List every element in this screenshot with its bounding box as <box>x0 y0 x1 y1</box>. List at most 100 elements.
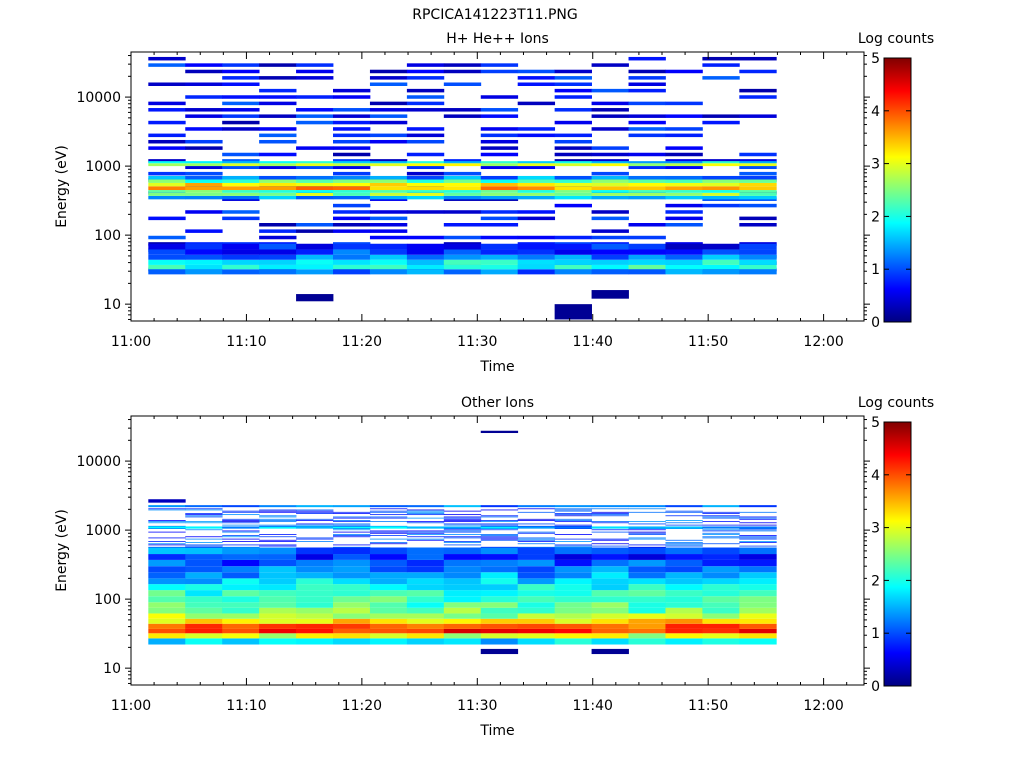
spectrogram-cell <box>185 210 223 214</box>
spectrogram-cell <box>296 179 334 183</box>
spectrogram-cell <box>591 182 629 187</box>
spectrogram-cell <box>702 596 740 603</box>
spectrogram-cell <box>222 243 260 250</box>
spectrogram-cell <box>259 572 297 579</box>
spectrogram-cell <box>222 192 260 196</box>
spectrogram-cell <box>739 522 777 524</box>
spectrogram-cell <box>480 161 519 164</box>
spectrogram-cell <box>259 590 297 597</box>
spectrogram-cell <box>665 165 703 170</box>
spectrogram-cell <box>148 508 186 510</box>
spectrogram-cell <box>591 590 629 597</box>
spectrogram-cell <box>333 259 371 265</box>
spectrogram-cell <box>185 146 223 150</box>
spectrogram-cell <box>517 541 556 542</box>
spectrogram-cell <box>739 537 777 539</box>
spectrogram-cell <box>517 554 556 560</box>
spectrogram-cell <box>406 531 445 533</box>
spectrogram-cell <box>702 628 740 634</box>
spectrogram-cell <box>443 163 482 167</box>
spectrogram-cell <box>628 195 666 200</box>
spectrogram-cell <box>665 254 703 260</box>
spectrogram-cell <box>259 515 297 517</box>
spectrogram-cell <box>554 559 592 567</box>
x-tick-label: 11:10 <box>226 698 266 714</box>
spectrogram-cell <box>554 520 592 521</box>
spectrogram-cell <box>702 578 740 585</box>
spectrogram-cell <box>185 254 223 260</box>
spectrogram-cell <box>259 235 297 240</box>
spectrogram-cell <box>554 159 592 163</box>
spectrogram-cell <box>702 559 740 567</box>
colorbar-tick-label: 4 <box>871 104 880 120</box>
spectrogram-cell <box>480 554 519 560</box>
spectrogram-cell <box>259 559 297 567</box>
spectrogram-cell <box>702 192 740 196</box>
spectrogram-cell <box>296 513 334 514</box>
spectrogram-cell <box>628 249 666 255</box>
spectrogram-cell <box>148 259 186 265</box>
spectrogram-cell <box>702 547 740 555</box>
spectrogram-cell <box>222 159 260 163</box>
spectrogram-cell <box>148 195 186 200</box>
spectrogram-cell <box>333 546 371 548</box>
spectrogram-cell <box>554 514 592 516</box>
spectrogram-cell <box>333 254 371 260</box>
spectrogram-cell <box>554 613 592 619</box>
x-tick-label: 11:30 <box>457 334 497 350</box>
spectrogram-cell <box>517 618 556 624</box>
spectrogram-cell <box>333 525 371 527</box>
spectrogram-cell <box>259 578 297 585</box>
spectrogram-cell <box>148 607 186 614</box>
spectrogram-cell <box>554 566 592 573</box>
spectrogram-cell <box>591 146 629 150</box>
spectrogram-cell <box>480 243 519 250</box>
spectrogram-cell <box>333 544 371 546</box>
spectrogram-cell <box>296 175 334 180</box>
spectrogram-cell <box>517 546 556 548</box>
spectrogram-cell <box>148 638 186 645</box>
spectrogram-cell <box>591 175 629 180</box>
spectrogram-cell <box>369 628 408 634</box>
spectrogram-cell <box>665 510 703 512</box>
spectrogram-cell <box>148 101 186 106</box>
spectrogram-cell <box>443 192 482 196</box>
spectrogram-cell <box>148 499 186 503</box>
spectrogram-cell <box>665 559 703 567</box>
spectrogram-cell <box>369 638 408 645</box>
spectrogram-cell <box>406 538 445 540</box>
spectrogram-cell <box>259 182 297 187</box>
spectrogram-cell <box>665 101 703 106</box>
spectrogram-cell <box>517 584 556 591</box>
spectrogram-cell <box>333 159 371 163</box>
spectrogram-cell <box>406 190 445 193</box>
spectrogram-cell <box>480 638 519 645</box>
spectrogram-cell <box>628 534 666 535</box>
spectrogram-cell <box>185 108 223 112</box>
spectrogram-cell <box>665 161 703 164</box>
spectrogram-cell <box>222 633 260 639</box>
spectrogram-cell <box>369 511 408 513</box>
spectrogram-cell <box>591 559 629 567</box>
spectrogram-cell <box>628 554 666 560</box>
spectrogram-cell <box>369 578 408 585</box>
spectrogram-cell <box>628 578 666 585</box>
spectrogram-cell <box>185 628 223 634</box>
spectrogram-cell <box>443 517 482 519</box>
spectrogram-cell <box>296 638 334 645</box>
x-tick-label: 11:10 <box>226 334 266 350</box>
spectrogram-cell <box>369 526 408 529</box>
spectrogram-cell <box>296 108 334 112</box>
spectrogram-cell <box>406 139 445 144</box>
spectrogram-cell <box>591 163 629 167</box>
spectrogram-cell <box>554 525 592 527</box>
spectrogram-cell <box>185 190 223 193</box>
spectrogram-cell <box>369 559 408 567</box>
spectrogram-cell <box>296 76 334 80</box>
spectrogram-cell <box>665 249 703 255</box>
spectrogram-cells <box>148 430 777 655</box>
spectrogram-cell <box>480 572 519 579</box>
spectrogram-cell <box>296 192 334 196</box>
spectrogram-cell <box>739 114 777 118</box>
spectrogram-cell <box>333 229 371 233</box>
